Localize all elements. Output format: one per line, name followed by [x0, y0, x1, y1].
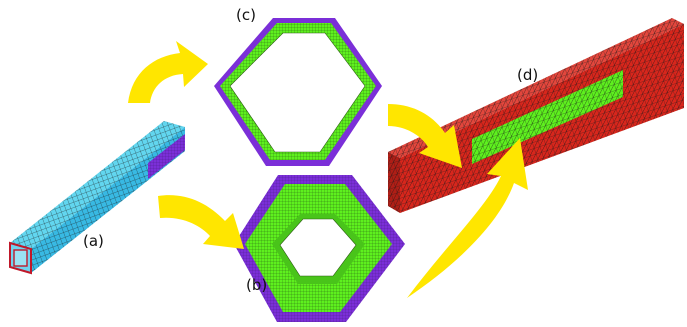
- arrow-c-to-d: [388, 104, 462, 168]
- beam-a: [9, 121, 185, 275]
- hexagon-b: [234, 175, 405, 322]
- hex-b-inner: [279, 218, 357, 277]
- flow-arrows: [128, 41, 528, 298]
- arrow-a-to-c: [128, 41, 208, 103]
- hex-c-inner: [229, 32, 366, 153]
- beam-d-top-mesh: [388, 18, 684, 158]
- beam-a-purple-mesh: [148, 134, 185, 179]
- beam-d-front-mesh: [388, 152, 400, 213]
- beam-d-green-mesh: [472, 70, 623, 164]
- beam-d: [388, 18, 684, 213]
- label-b: (b): [246, 276, 267, 294]
- label-c: (c): [236, 6, 256, 24]
- arrow-a-to-b: [158, 195, 244, 249]
- beam-a-end-hollow: [13, 249, 28, 267]
- hexagon-c: [214, 18, 382, 166]
- label-d: (d): [517, 66, 538, 84]
- beam-a-side-mesh: [31, 127, 185, 273]
- arrow-b-to-d: [407, 138, 528, 298]
- label-a: (a): [83, 232, 104, 250]
- beam-a-top-mesh: [10, 121, 185, 249]
